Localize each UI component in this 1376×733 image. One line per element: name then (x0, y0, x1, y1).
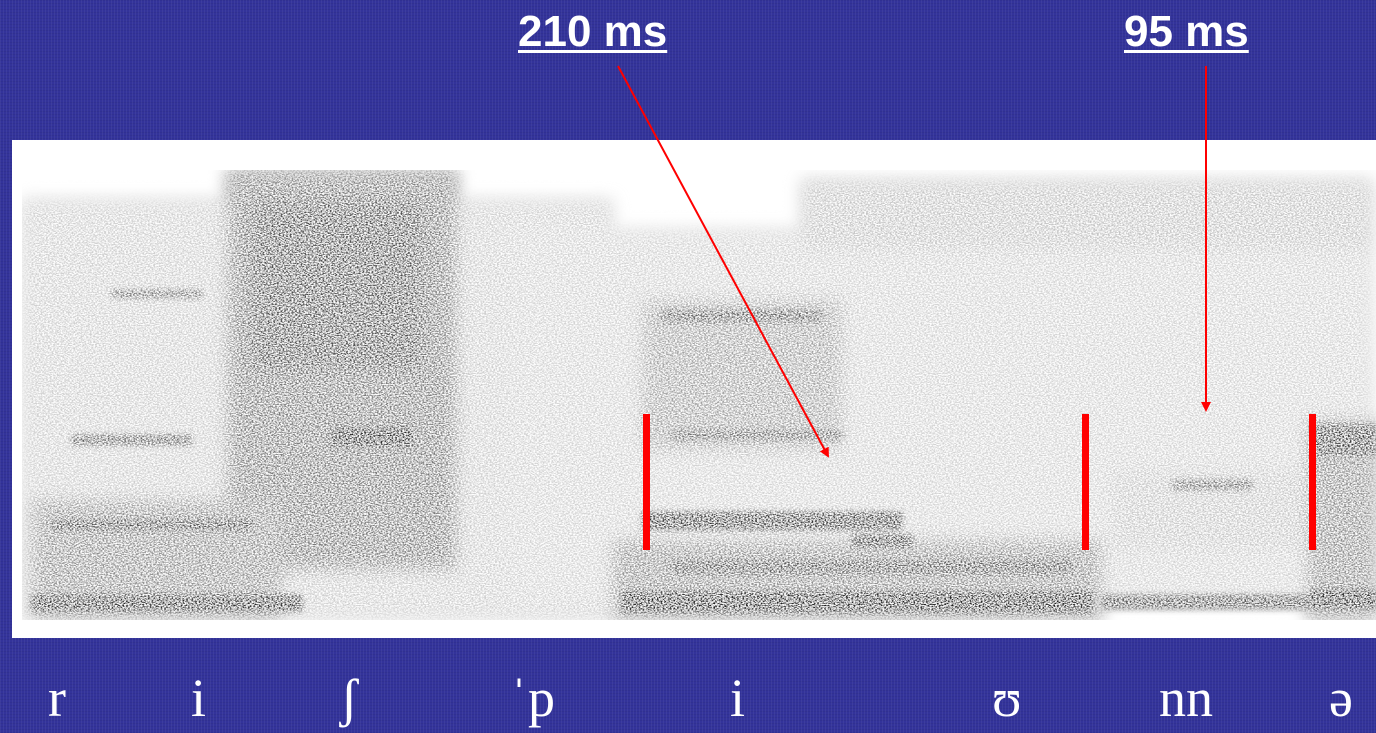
duration-label-95ms: 95 ms (1124, 7, 1249, 56)
phoneme-r: r (48, 668, 66, 728)
phoneme-esh: ʃ (340, 668, 358, 728)
phoneme-upsilon: ʊ (992, 668, 1022, 728)
phoneme-nn: nn (1159, 668, 1213, 728)
phoneme-schwa: ə (1329, 668, 1353, 728)
phoneme-i-2: i (730, 668, 746, 728)
spectrogram-image (12, 140, 1376, 638)
phoneme-stressed-p: ˈp (510, 668, 555, 728)
duration-label-210ms: 210 ms (518, 7, 668, 56)
phoneme-i: i (191, 668, 207, 728)
